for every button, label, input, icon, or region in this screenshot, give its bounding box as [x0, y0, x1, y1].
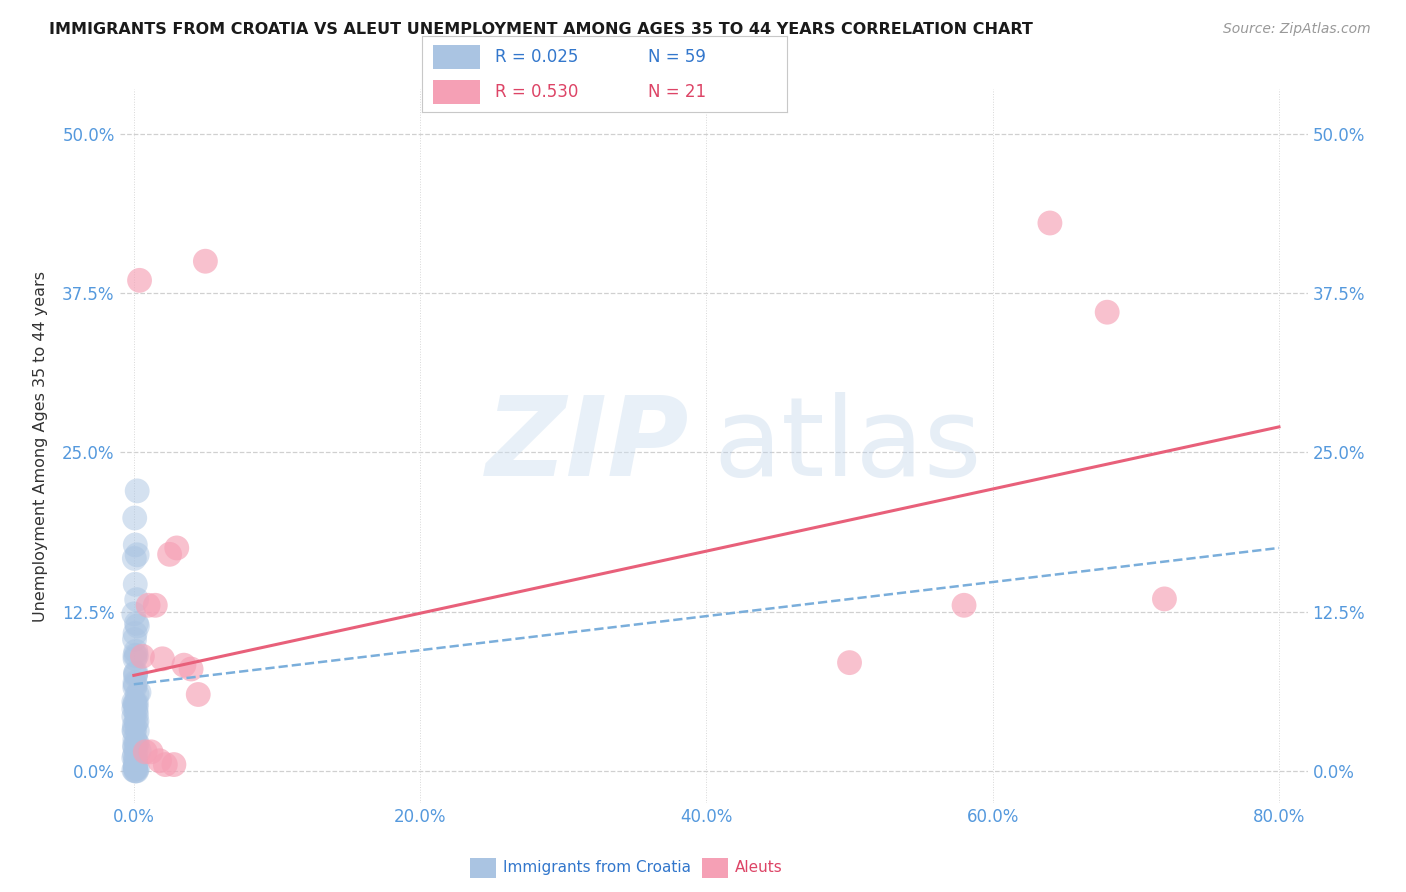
Text: ZIP: ZIP — [486, 392, 690, 500]
Point — [159, 547, 181, 561]
Point — [127, 723, 149, 738]
Point — [124, 551, 146, 566]
Point — [125, 751, 148, 765]
Point — [124, 652, 146, 666]
Point — [122, 695, 145, 709]
Point — [124, 577, 146, 591]
Y-axis label: Unemployment Among Ages 35 to 44 years: Unemployment Among Ages 35 to 44 years — [34, 270, 48, 622]
Point — [124, 648, 146, 663]
Point — [122, 751, 145, 765]
Point — [124, 698, 146, 712]
Point — [124, 740, 146, 755]
Point — [124, 626, 146, 640]
Text: R = 0.530: R = 0.530 — [495, 83, 578, 101]
Text: Immigrants from Croatia: Immigrants from Croatia — [503, 860, 692, 874]
Point — [125, 705, 148, 719]
Point — [128, 744, 150, 758]
Point — [124, 675, 146, 690]
Point — [124, 732, 146, 747]
Point — [125, 764, 148, 778]
Point — [124, 678, 146, 692]
Point — [1039, 216, 1062, 230]
Point — [143, 599, 166, 613]
Point — [124, 718, 146, 732]
Point — [124, 753, 146, 767]
Point — [125, 764, 148, 778]
Point — [152, 652, 174, 666]
Point — [127, 619, 149, 633]
Point — [124, 511, 146, 525]
Text: IMMIGRANTS FROM CROATIA VS ALEUT UNEMPLOYMENT AMONG AGES 35 TO 44 YEARS CORRELAT: IMMIGRANTS FROM CROATIA VS ALEUT UNEMPLO… — [49, 22, 1033, 37]
Point — [127, 548, 149, 562]
Point — [953, 599, 976, 613]
Text: N = 21: N = 21 — [648, 83, 707, 101]
Point — [131, 649, 153, 664]
Point — [124, 747, 146, 762]
Point — [125, 714, 148, 729]
Point — [124, 762, 146, 776]
Point — [166, 541, 188, 555]
Point — [127, 483, 149, 498]
Point — [122, 709, 145, 723]
Point — [127, 737, 149, 751]
Point — [128, 273, 150, 287]
Point — [155, 757, 177, 772]
Point — [173, 658, 195, 673]
Point — [149, 754, 172, 768]
Point — [125, 700, 148, 714]
Text: Aleuts: Aleuts — [735, 860, 783, 874]
Point — [125, 715, 148, 730]
Point — [124, 739, 146, 753]
Point — [122, 763, 145, 777]
Point — [124, 764, 146, 778]
Point — [127, 688, 149, 702]
Point — [128, 685, 150, 699]
Point — [125, 744, 148, 758]
Point — [838, 656, 860, 670]
Text: N = 59: N = 59 — [648, 48, 706, 66]
Point — [124, 668, 146, 682]
Point — [122, 723, 145, 738]
Point — [1095, 305, 1118, 319]
Point — [125, 665, 148, 680]
Point — [180, 662, 202, 676]
Point — [124, 632, 146, 647]
Point — [124, 760, 146, 774]
FancyBboxPatch shape — [433, 79, 481, 104]
Text: R = 0.025: R = 0.025 — [495, 48, 578, 66]
Point — [125, 616, 148, 631]
Point — [122, 607, 145, 621]
Point — [187, 688, 209, 702]
Point — [125, 736, 148, 750]
Point — [125, 707, 148, 722]
Point — [139, 745, 162, 759]
Text: Source: ZipAtlas.com: Source: ZipAtlas.com — [1223, 22, 1371, 37]
Point — [122, 702, 145, 716]
Point — [1153, 591, 1175, 606]
Point — [125, 696, 148, 710]
Point — [163, 757, 186, 772]
Point — [194, 254, 217, 268]
Point — [124, 666, 146, 681]
Point — [124, 760, 146, 774]
FancyBboxPatch shape — [470, 858, 496, 878]
Text: atlas: atlas — [714, 392, 981, 500]
Point — [134, 745, 156, 759]
Point — [124, 538, 146, 552]
Point — [136, 599, 159, 613]
Point — [124, 681, 146, 695]
Point — [125, 644, 148, 658]
Point — [125, 648, 148, 663]
Point — [124, 696, 146, 710]
Point — [124, 724, 146, 739]
Point — [124, 757, 146, 772]
FancyBboxPatch shape — [702, 858, 728, 878]
Point — [125, 592, 148, 607]
FancyBboxPatch shape — [433, 45, 481, 69]
Point — [127, 761, 149, 775]
